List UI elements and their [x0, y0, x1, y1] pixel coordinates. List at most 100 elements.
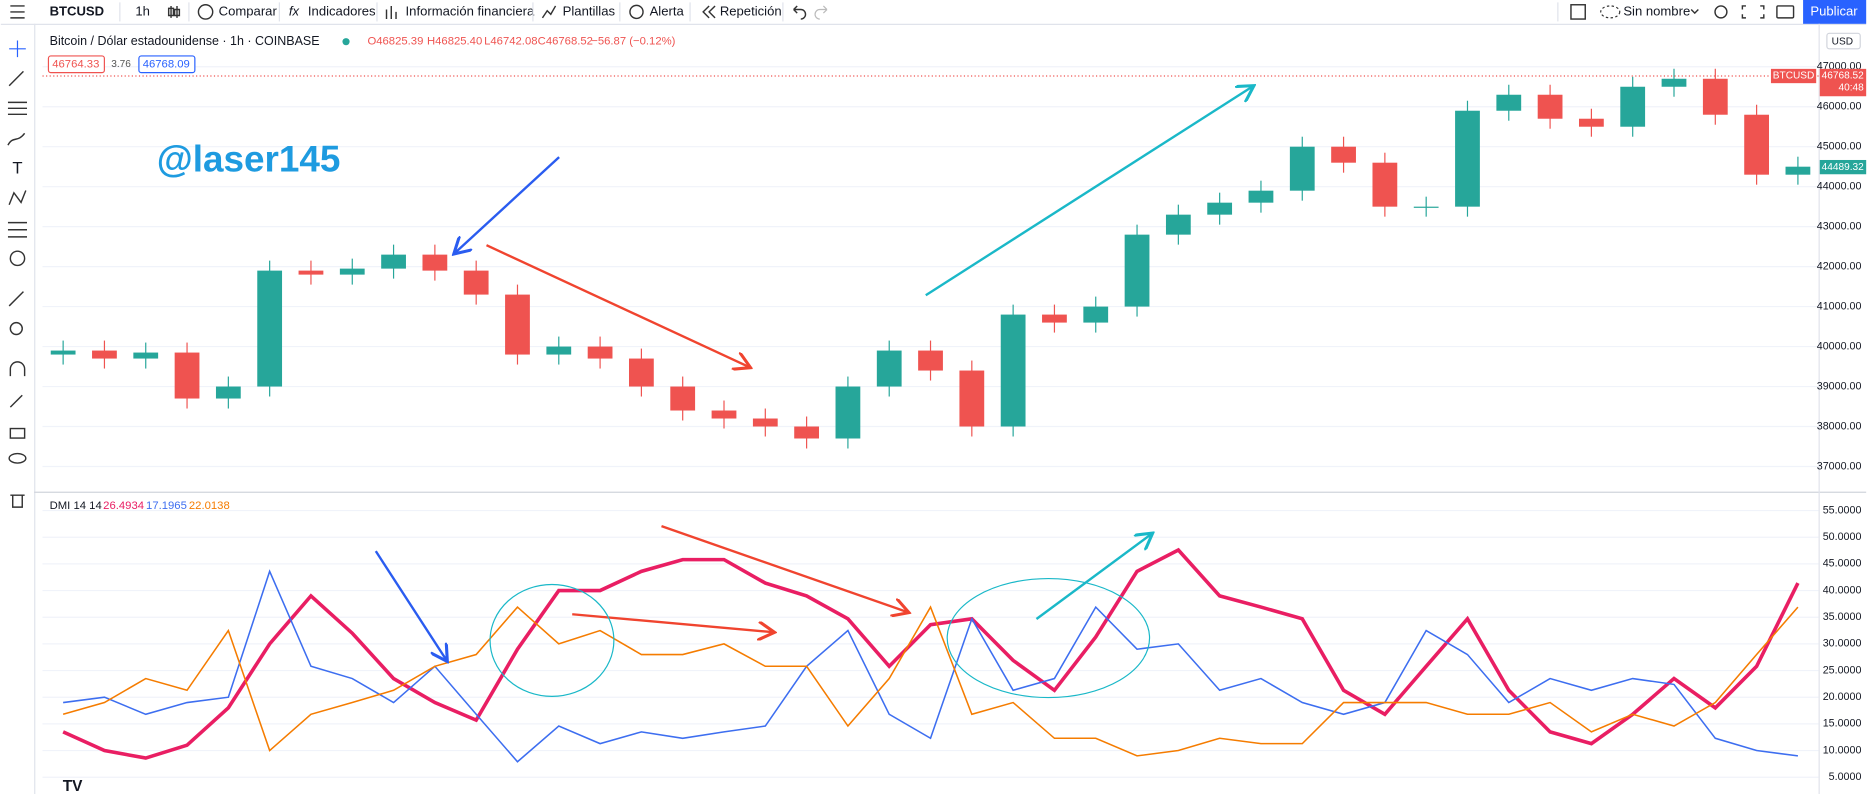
toolbar-button[interactable]: Indicadores — [308, 3, 376, 18]
chart-type-icon[interactable] — [167, 5, 181, 18]
y-tick-label: 40.0000 — [1823, 584, 1862, 596]
stay-drawing-tool[interactable] — [9, 394, 23, 408]
measure-tool[interactable] — [8, 291, 24, 307]
zoom-tool[interactable] — [9, 321, 23, 336]
toolbar-button[interactable]: Alerta — [650, 3, 685, 18]
y-tick-label: 38000.00 — [1817, 420, 1862, 432]
templates-icon[interactable] — [541, 5, 557, 19]
y-tick-label: 44000.00 — [1817, 181, 1862, 193]
y-tick-label: 47000.00 — [1817, 61, 1862, 73]
ohlc-readout: O46825.39 — [367, 36, 423, 48]
fullscreen-button[interactable] — [1741, 5, 1765, 19]
toolbar-button[interactable]: Plantillas — [563, 3, 616, 18]
y-tick-label: 39000.00 — [1817, 380, 1862, 392]
price-marker-label: 44489.32 — [1822, 162, 1865, 173]
candle-body — [298, 270, 324, 275]
indicator-readout: 17.1965 — [146, 500, 187, 512]
arrow — [374, 550, 446, 659]
toolbar-button[interactable]: Información financiera — [406, 3, 535, 18]
highlight-ellipse — [489, 583, 615, 697]
candle-body — [670, 386, 696, 411]
logo: TV — [63, 778, 83, 794]
countdown: 40:48 — [1838, 83, 1864, 94]
candle-body — [422, 254, 448, 271]
magnet-tool[interactable] — [9, 361, 26, 377]
toolbar-button[interactable]: Comparar — [219, 3, 278, 18]
compare-icon[interactable] — [197, 4, 214, 20]
y-tick-label: 30.0000 — [1823, 638, 1862, 650]
delete-tool[interactable] — [10, 494, 25, 508]
undo-button[interactable] — [793, 5, 807, 20]
change-readout: −56.87 (−0.12%) — [591, 36, 675, 48]
candle-body — [1744, 114, 1770, 175]
publish-button[interactable] — [1803, 0, 1867, 24]
symbol-tag-box — [1770, 68, 1817, 84]
trendline-tool[interactable] — [8, 70, 24, 87]
candle-body — [752, 418, 778, 427]
cursor-tool[interactable] — [9, 40, 26, 58]
candle-body — [835, 386, 861, 439]
financials-icon[interactable] — [385, 5, 397, 20]
snapshot-button[interactable] — [1776, 5, 1795, 19]
toolbar-button[interactable]: Repetición — [720, 3, 782, 18]
interval[interactable]: 1h — [135, 3, 150, 18]
top-toolbar: BTCUSD 1h Comparar fx Indicadores Inform… — [0, 0, 1867, 25]
candle-body — [50, 350, 76, 355]
lock-tool[interactable] — [9, 427, 26, 439]
bid-box[interactable] — [47, 55, 105, 74]
market-status — [342, 38, 350, 46]
candle-body — [1042, 314, 1067, 323]
menu-button[interactable] — [10, 5, 25, 19]
candle-body — [1579, 118, 1604, 127]
currency-box[interactable] — [1826, 32, 1861, 50]
publish-label[interactable]: Publicar — [1810, 3, 1858, 18]
layout-name[interactable]: Sin nombre — [1623, 3, 1690, 18]
arrow — [486, 244, 749, 366]
y-tick-label: 10.0000 — [1823, 744, 1862, 756]
y-tick-label: 55.0000 — [1823, 504, 1862, 516]
pattern-tool[interactable] — [8, 190, 27, 206]
candle-body — [959, 370, 985, 427]
redo-button[interactable] — [814, 5, 828, 20]
candle-body — [711, 410, 737, 419]
ohlc-readout: H46825.40 — [427, 36, 482, 48]
candle-body — [1372, 162, 1398, 207]
indicators-icon[interactable]: fx — [289, 3, 300, 18]
symbol-tag: BTCUSD — [1773, 71, 1815, 82]
candle-body — [1248, 190, 1274, 203]
settings-button[interactable] — [1714, 5, 1728, 19]
ask[interactable]: 46768.09 — [143, 58, 190, 70]
indicator-line — [63, 569, 1799, 763]
arrow — [1035, 534, 1150, 620]
alert-icon[interactable] — [629, 4, 644, 20]
fib-tool[interactable] — [7, 101, 28, 115]
candle-body — [463, 270, 489, 295]
icon-tool[interactable] — [9, 250, 26, 267]
candle-body — [215, 386, 241, 399]
prediction-tool[interactable] — [7, 221, 28, 238]
candle-body — [1785, 166, 1811, 175]
hide-tool[interactable] — [8, 452, 27, 464]
candle-body — [381, 254, 406, 269]
dropdown-icon[interactable] — [1690, 9, 1699, 15]
y-tick-label: 42000.00 — [1817, 260, 1862, 272]
y-tick-label: 25.0000 — [1823, 664, 1862, 676]
axis-currency[interactable]: USD — [1832, 36, 1853, 47]
candle-body — [918, 350, 943, 371]
y-tick-label: 46000.00 — [1817, 101, 1862, 113]
text-tool[interactable]: T — [12, 158, 22, 177]
arrow — [661, 525, 906, 612]
candle-body — [1331, 146, 1356, 163]
y-tick-label: 45.0000 — [1823, 558, 1862, 570]
symbol[interactable]: BTCUSD — [50, 3, 104, 18]
bid[interactable]: 46764.33 — [52, 58, 99, 70]
candle-body — [876, 350, 902, 387]
candle-body — [1413, 206, 1439, 208]
ask-box[interactable] — [138, 55, 196, 74]
replay-icon[interactable] — [702, 5, 716, 19]
brush-tool[interactable] — [7, 132, 26, 146]
layout-icon[interactable] — [1570, 4, 1586, 20]
candle-body — [546, 346, 572, 355]
candle-body — [1289, 146, 1315, 191]
